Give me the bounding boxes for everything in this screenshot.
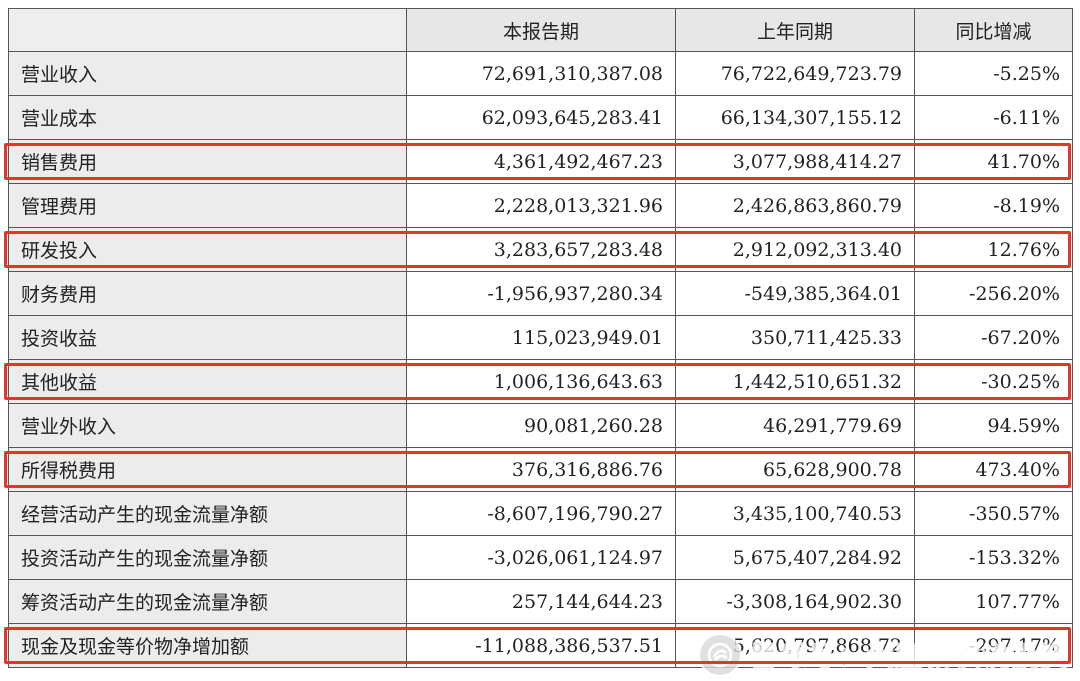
change-value: -5.25% bbox=[914, 51, 1073, 96]
change-value: 41.70% bbox=[914, 139, 1073, 184]
table-row: 筹资活动产生的现金流量净额 257,144,644.23 -3,308,164,… bbox=[8, 579, 1073, 624]
row-label: 经营活动产生的现金流量净额 bbox=[8, 491, 407, 536]
prior-value: 350,711,425.33 bbox=[675, 315, 915, 360]
prior-value: 2,426,863,860.79 bbox=[675, 183, 915, 228]
table-row: 投资收益 115,023,949.01 350,711,425.33 -67.2… bbox=[8, 315, 1073, 360]
row-label: 投资活动产生的现金流量净额 bbox=[8, 535, 407, 580]
prior-value: 46,291,779.69 bbox=[675, 403, 915, 448]
table-row: 营业收入 72,691,310,387.08 76,722,649,723.79… bbox=[8, 51, 1073, 96]
row-label: 所得税费用 bbox=[8, 447, 407, 492]
header-row: 本报告期 上年同期 同比增减 bbox=[8, 8, 1073, 52]
row-label: 营业成本 bbox=[8, 95, 407, 140]
change-value: -297.17% bbox=[914, 623, 1073, 668]
change-value: 107.77% bbox=[914, 579, 1073, 624]
current-value: 62,093,645,283.41 bbox=[406, 95, 676, 140]
header-current-period: 本报告期 bbox=[406, 8, 676, 52]
current-value: 115,023,949.01 bbox=[406, 315, 676, 360]
row-label: 管理费用 bbox=[8, 183, 407, 228]
prior-value: 1,442,510,651.32 bbox=[675, 359, 915, 404]
row-label: 研发投入 bbox=[8, 227, 407, 272]
table-row: 营业成本 62,093,645,283.41 66,134,307,155.12… bbox=[8, 95, 1073, 140]
prior-value: 5,675,407,284.92 bbox=[675, 535, 915, 580]
header-item-column bbox=[8, 8, 407, 52]
row-label: 其他收益 bbox=[8, 359, 407, 404]
header-prior-period: 上年同期 bbox=[675, 8, 915, 52]
prior-value: -549,385,364.01 bbox=[675, 271, 915, 316]
change-value: -153.32% bbox=[914, 535, 1073, 580]
row-label: 现金及现金等价物净增加额 bbox=[8, 623, 407, 668]
table-row: 管理费用 2,228,013,321.96 2,426,863,860.79 -… bbox=[8, 183, 1073, 228]
header-yoy-change: 同比增减 bbox=[914, 8, 1073, 52]
current-value: 72,691,310,387.08 bbox=[406, 51, 676, 96]
table-row: 营业外收入 90,081,260.28 46,291,779.69 94.59% bbox=[8, 403, 1073, 448]
change-value: -8.19% bbox=[914, 183, 1073, 228]
prior-value: 66,134,307,155.12 bbox=[675, 95, 915, 140]
change-value: 12.76% bbox=[914, 227, 1073, 272]
prior-value: 5,620,797,868.72 bbox=[675, 623, 915, 668]
current-value: -3,026,061,124.97 bbox=[406, 535, 676, 580]
change-value: -67.20% bbox=[914, 315, 1073, 360]
row-label: 筹资活动产生的现金流量净额 bbox=[8, 579, 407, 624]
table-row: 销售费用 4,361,492,467.23 3,077,988,414.27 4… bbox=[8, 139, 1073, 184]
table-row: 投资活动产生的现金流量净额 -3,026,061,124.97 5,675,40… bbox=[8, 535, 1073, 580]
current-value: 1,006,136,643.63 bbox=[406, 359, 676, 404]
row-label: 营业外收入 bbox=[8, 403, 407, 448]
prior-value: 3,077,988,414.27 bbox=[675, 139, 915, 184]
table-row: 经营活动产生的现金流量净额 -8,607,196,790.27 3,435,10… bbox=[8, 491, 1073, 536]
current-value: 257,144,644.23 bbox=[406, 579, 676, 624]
current-value: -1,956,937,280.34 bbox=[406, 271, 676, 316]
prior-value: 3,435,100,740.53 bbox=[675, 491, 915, 536]
current-value: 90,081,260.28 bbox=[406, 403, 676, 448]
current-value: 376,316,886.76 bbox=[406, 447, 676, 492]
current-value: 3,283,657,283.48 bbox=[406, 227, 676, 272]
prior-value: 2,912,092,313.40 bbox=[675, 227, 915, 272]
current-value: 2,228,013,321.96 bbox=[406, 183, 676, 228]
row-label: 财务费用 bbox=[8, 271, 407, 316]
table-row: 现金及现金等价物净增加额 -11,088,386,537.51 5,620,79… bbox=[8, 623, 1073, 668]
current-value: -8,607,196,790.27 bbox=[406, 491, 676, 536]
row-label: 投资收益 bbox=[8, 315, 407, 360]
financial-comparison-table: 本报告期 上年同期 同比增减 营业收入 72,691,310,387.08 76… bbox=[8, 8, 1073, 668]
table-row: 研发投入 3,283,657,283.48 2,912,092,313.40 1… bbox=[8, 227, 1073, 272]
row-label: 营业收入 bbox=[8, 51, 407, 96]
current-value: 4,361,492,467.23 bbox=[406, 139, 676, 184]
change-value: 473.40% bbox=[914, 447, 1073, 492]
change-value: 94.59% bbox=[914, 403, 1073, 448]
table-row: 财务费用 -1,956,937,280.34 -549,385,364.01 -… bbox=[8, 271, 1073, 316]
change-value: -256.20% bbox=[914, 271, 1073, 316]
change-value: -30.25% bbox=[914, 359, 1073, 404]
change-value: -6.11% bbox=[914, 95, 1073, 140]
table-row: 所得税费用 376,316,886.76 65,628,900.78 473.4… bbox=[8, 447, 1073, 492]
prior-value: 65,628,900.78 bbox=[675, 447, 915, 492]
row-label: 销售费用 bbox=[8, 139, 407, 184]
prior-value: -3,308,164,902.30 bbox=[675, 579, 915, 624]
prior-value: 76,722,649,723.79 bbox=[675, 51, 915, 96]
current-value: -11,088,386,537.51 bbox=[406, 623, 676, 668]
table-row: 其他收益 1,006,136,643.63 1,442,510,651.32 -… bbox=[8, 359, 1073, 404]
change-value: -350.57% bbox=[914, 491, 1073, 536]
